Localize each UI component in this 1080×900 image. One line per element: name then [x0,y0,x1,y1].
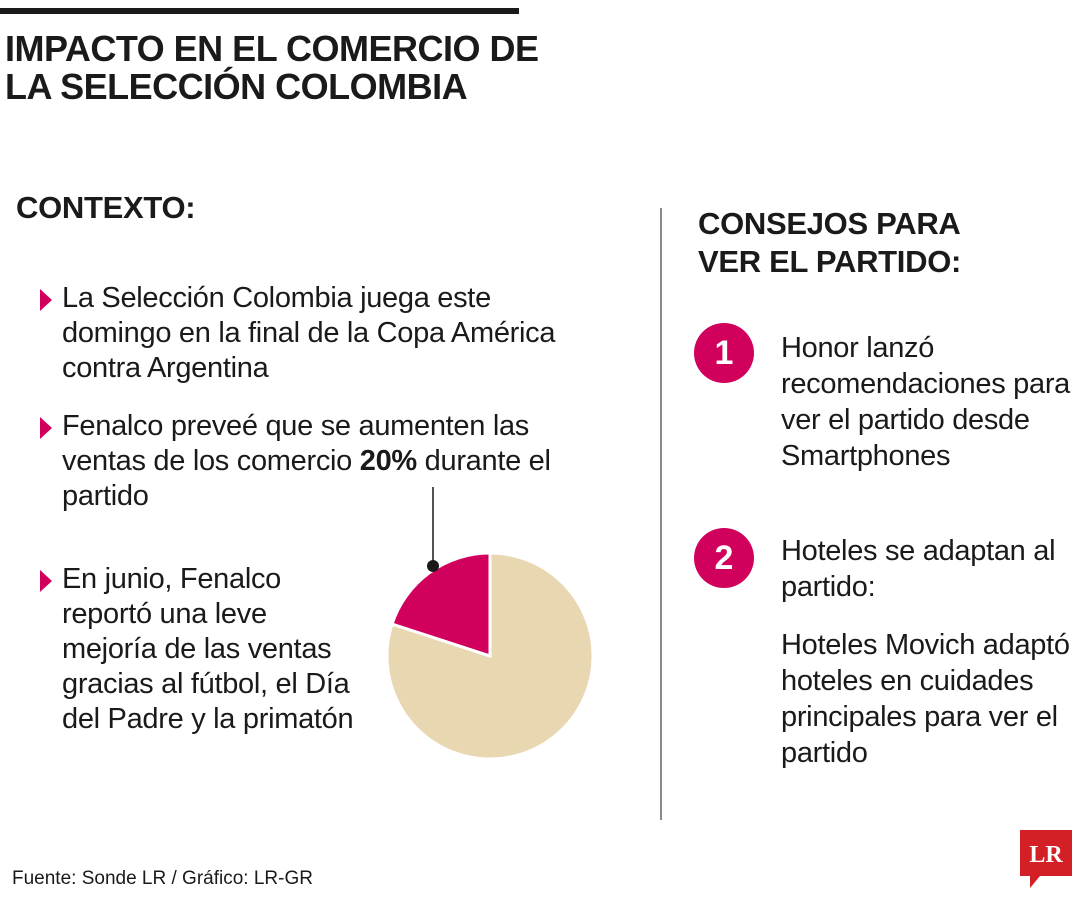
highlight-percentage: 20% [359,445,417,477]
tips-heading-line-2: VER EL PARTIDO: [698,244,962,279]
title-line-1: IMPACTO EN EL COMERCIO DE [5,28,539,69]
bullet-text: En junio, Fenalco reportó una leve mejor… [62,563,354,735]
page-title: IMPACTO EN EL COMERCIO DE LA SELECCIÓN C… [5,30,605,106]
pie-slice-2 [385,551,595,761]
pie-slice-1 [390,551,492,659]
title-line-2: LA SELECCIÓN COLOMBIA [5,66,468,107]
tip-number-badge-1: 1 [694,323,754,383]
tips-heading-line-1: CONSEJOS PARA [698,206,961,241]
logo-speech-bubble [1020,830,1072,888]
source-credit: Fuente: Sonde LR / Gráfico: LR-GR [12,868,313,889]
context-bullet-3: En junio, Fenalco reportó una leve mejor… [40,562,360,737]
context-bullet-1: La Selección Colombia juega este domingo… [40,281,560,386]
bullet-text: Fenalco preveé que se aumenten las venta… [40,409,600,514]
context-heading: CONTEXTO: [16,190,196,225]
context-bullet-2: Fenalco preveé que se aumenten las venta… [40,409,600,514]
top-rule [0,8,519,14]
annotation-dot [427,560,439,572]
bullet-text-after: durante el partido [62,445,551,512]
tip-text-2: Hoteles se adaptan al partido: [781,535,1056,603]
pie-chart [385,487,595,761]
column-divider [660,208,662,820]
tip-number-badge-2: 2 [694,528,754,588]
bullet-triangle-icon [40,570,52,592]
logo-text: LR [1029,842,1063,868]
tips-heading: CONSEJOS PARA VER EL PARTIDO: [698,205,1028,281]
lr-logo: LR [1020,830,1072,888]
bullet-text-before: Fenalco preveé que se aumenten las venta… [62,410,529,477]
tip-text-1: Honor lanzó recomendaciones para ver el … [781,332,1071,472]
tip-detail-2: Hoteles Movich adaptó hoteles en cuidade… [781,629,1070,769]
bullet-triangle-icon [40,289,52,311]
bullet-text: La Selección Colombia juega este domingo… [62,282,556,384]
bullet-triangle-icon [40,417,52,439]
